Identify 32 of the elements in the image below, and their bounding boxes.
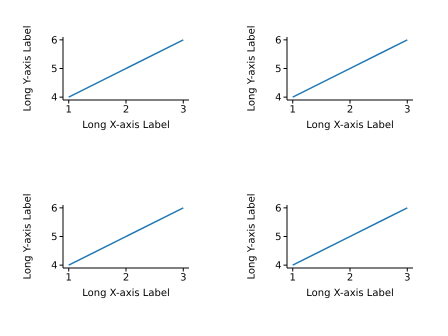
y-tick-label: 6	[51, 203, 58, 214]
x-tick-label: 1	[66, 104, 72, 116]
x-tick-label: 3	[404, 272, 410, 284]
y-tick-label: 6	[51, 35, 58, 46]
y-axis-title: Long Y-axis Label	[246, 25, 258, 112]
y-tick-label: 5	[275, 232, 282, 244]
y-tick-label: 5	[275, 64, 282, 76]
x-tick-label: 3	[404, 104, 410, 116]
y-tick-label: 4	[51, 260, 58, 272]
x-tick-label: 2	[122, 104, 130, 116]
x-tick-label: 2	[346, 104, 354, 116]
y-tick-label: 4	[275, 92, 282, 104]
y-tick-label: 5	[51, 232, 58, 244]
y-tick-label: 4	[275, 260, 282, 272]
x-axis-title: Long X-axis Label	[306, 288, 394, 299]
x-tick-label: 3	[180, 272, 186, 284]
y-axis-title: Long Y-axis Label	[22, 25, 34, 112]
y-tick-label: 4	[51, 92, 58, 104]
x-tick-label: 1	[66, 272, 72, 284]
x-axis-title: Long X-axis Label	[306, 120, 394, 131]
y-tick-label: 6	[275, 203, 282, 214]
x-tick-label: 2	[346, 272, 354, 284]
x-tick-label: 3	[180, 104, 186, 116]
x-tick-label: 2	[122, 272, 130, 284]
y-axis-title: Long Y-axis Label	[246, 193, 258, 280]
x-tick-label: 1	[290, 104, 296, 116]
x-axis-title: Long X-axis Label	[82, 288, 170, 299]
y-tick-label: 5	[51, 64, 58, 76]
x-axis-title: Long X-axis Label	[82, 120, 170, 131]
x-tick-label: 1	[290, 272, 296, 284]
y-axis-title: Long Y-axis Label	[22, 193, 34, 280]
y-tick-label: 6	[275, 35, 282, 46]
